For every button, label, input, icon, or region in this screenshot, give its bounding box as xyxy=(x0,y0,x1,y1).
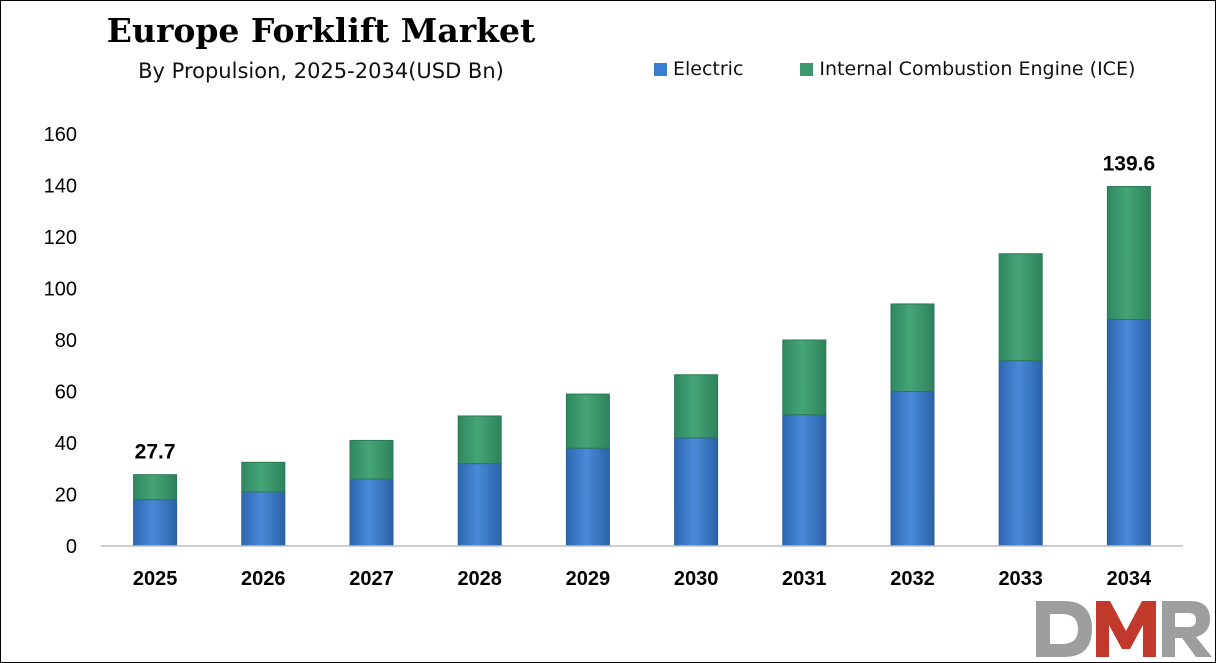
bar-ice-2028 xyxy=(457,415,502,465)
y-tick-label: 20 xyxy=(55,485,77,507)
y-tick-label: 120 xyxy=(44,227,77,249)
x-tick-label: 2028 xyxy=(457,568,502,590)
bar-ice-2025 xyxy=(133,474,178,501)
x-axis: 2025 2026 2027 2028 2029 2030 2031 2032 2033 2034 xyxy=(133,568,1152,590)
bar-ice-2027 xyxy=(349,439,394,480)
legend-label-ice: Internal Combustion Engine (ICE) xyxy=(819,58,1136,80)
legend-item-electric: Electric xyxy=(654,58,743,80)
bar-electric-2034 xyxy=(1106,318,1151,547)
x-tick-label: 2031 xyxy=(782,568,827,590)
x-tick-label: 2026 xyxy=(241,568,286,590)
bar-area xyxy=(133,186,1151,547)
legend-swatch-ice xyxy=(800,62,814,76)
bar-ice-2032 xyxy=(890,303,935,393)
x-tick-label: 2025 xyxy=(133,568,178,590)
dmr-logo-mark xyxy=(1036,601,1212,657)
x-tick-label: 2027 xyxy=(349,568,394,590)
bar-electric-2032 xyxy=(890,391,935,547)
y-tick-label: 40 xyxy=(55,433,77,455)
bar-electric-2033 xyxy=(998,360,1043,547)
y-tick-label: 80 xyxy=(55,330,77,352)
y-tick-label: 140 xyxy=(44,176,77,198)
x-tick-label: 2029 xyxy=(566,568,611,590)
bar-electric-2028 xyxy=(457,463,502,547)
dmr-logo xyxy=(1034,597,1214,661)
bar-electric-2029 xyxy=(565,447,610,547)
x-tick-label: 2030 xyxy=(674,568,719,590)
legend-swatch-electric xyxy=(654,62,667,76)
chart-subtitle: By Propulsion, 2025-2034(USD Bn) xyxy=(138,59,504,83)
y-tick-label: 60 xyxy=(55,382,77,404)
y-tick-label: 160 xyxy=(44,124,77,146)
bar-ice-2031 xyxy=(782,339,827,416)
bar-electric-2026 xyxy=(241,491,286,547)
y-axis: 0 20 40 60 80 100 120 140 160 xyxy=(44,124,77,558)
chart-title: Europe Forklift Market xyxy=(106,11,536,50)
bar-electric-2030 xyxy=(674,437,719,547)
bar-electric-2027 xyxy=(349,478,394,547)
y-tick-label: 0 xyxy=(66,536,77,558)
bar-ice-2029 xyxy=(565,393,610,449)
data-labels: 27.7 139.6 xyxy=(135,153,1156,464)
data-label-2025: 27.7 xyxy=(135,441,176,464)
bar-ice-2033 xyxy=(998,253,1043,362)
x-tick-label: 2032 xyxy=(890,568,935,590)
bar-ice-2026 xyxy=(241,461,286,493)
legend-label-electric: Electric xyxy=(673,58,744,80)
bar-ice-2030 xyxy=(674,374,719,439)
bar-electric-2031 xyxy=(782,414,827,547)
legend: Electric Internal Combustion Engine (ICE… xyxy=(654,58,1135,80)
bar-electric-2025 xyxy=(133,499,178,547)
y-tick-label: 100 xyxy=(44,279,77,301)
data-label-2034: 139.6 xyxy=(1103,153,1156,176)
x-tick-label: 2034 xyxy=(1107,568,1152,590)
x-tick-label: 2033 xyxy=(998,568,1043,590)
legend-item-ice: Internal Combustion Engine (ICE) xyxy=(800,58,1135,80)
bar-ice-2034 xyxy=(1106,186,1151,320)
